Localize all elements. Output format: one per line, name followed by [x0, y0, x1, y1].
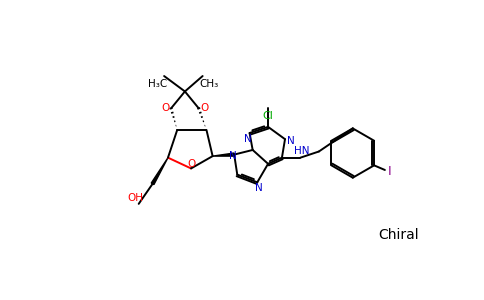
Text: O: O — [200, 103, 208, 113]
Text: N: N — [287, 136, 295, 146]
Text: H₃C: H₃C — [148, 79, 167, 89]
Text: HN: HN — [294, 146, 310, 157]
Text: O: O — [162, 103, 170, 113]
Text: CH₃: CH₃ — [199, 79, 218, 89]
Text: N: N — [229, 151, 237, 161]
Text: OH: OH — [128, 193, 144, 203]
Text: N: N — [255, 184, 263, 194]
Text: I: I — [388, 165, 392, 178]
Text: N: N — [244, 134, 252, 144]
Text: Chiral: Chiral — [378, 228, 419, 242]
Text: O: O — [187, 159, 195, 169]
Text: Cl: Cl — [263, 111, 273, 121]
Polygon shape — [212, 153, 234, 156]
Polygon shape — [151, 158, 168, 184]
